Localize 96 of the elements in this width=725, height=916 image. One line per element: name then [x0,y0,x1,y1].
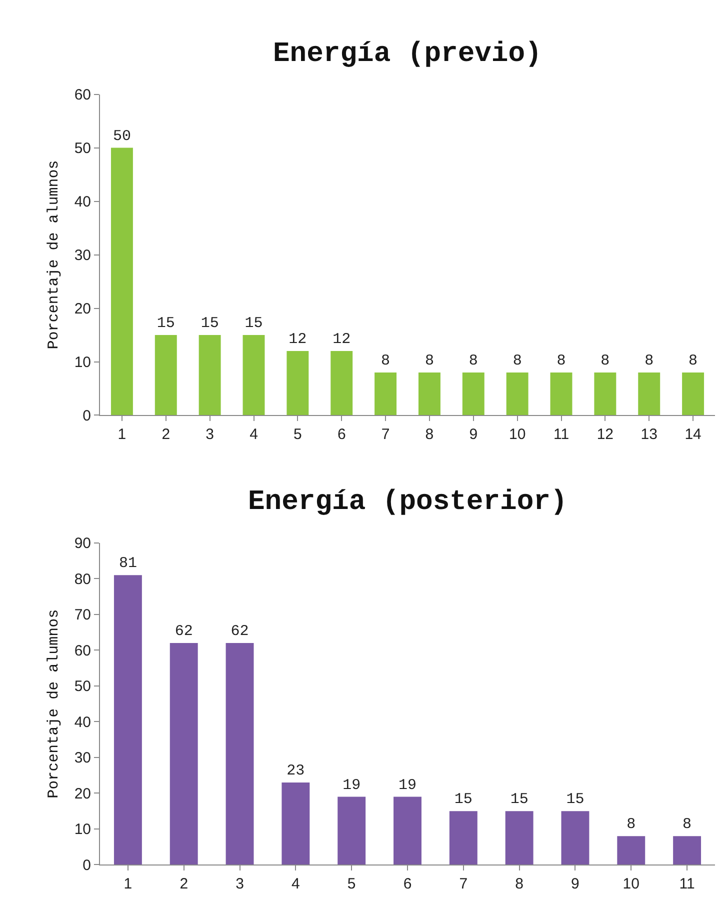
x-tick-label: 2 [180,876,188,893]
y-tick-label: 0 [82,407,91,424]
bar [418,372,440,416]
chart-title: Energía (previo) [273,39,542,70]
data-label: 62 [230,623,249,640]
y-tick-label: 40 [74,194,91,211]
bar [550,372,572,416]
data-label: 8 [556,352,566,370]
bar [462,372,484,416]
data-label: 15 [244,315,263,332]
x-tick-label: 11 [679,876,695,893]
bar [617,836,646,865]
bar [154,335,177,416]
bar [198,335,221,416]
x-tick-label: 5 [347,876,356,893]
bar [282,782,310,865]
bar [673,836,702,865]
x-tick-label: 1 [118,426,126,444]
data-label: 8 [626,816,636,834]
data-label: 19 [398,776,417,794]
data-label: 8 [424,352,434,370]
x-tick-label: 4 [250,426,258,444]
data-label: 15 [510,791,528,808]
y-tick-label: 50 [74,678,91,696]
y-tick-label: 0 [82,856,91,874]
data-label: 15 [454,791,472,808]
bar [330,351,353,416]
data-label: 8 [512,352,522,370]
x-tick-label: 8 [515,876,524,893]
bar [561,811,590,865]
x-tick-label: 7 [381,426,390,444]
x-tick-label: 13 [640,426,658,444]
y-tick-label: 10 [74,821,91,838]
x-tick-label: 14 [684,426,702,444]
x-tick-label: 2 [162,426,170,444]
x-tick-label: 11 [553,426,570,444]
bar [505,811,534,865]
x-tick-label: 9 [469,426,478,444]
y-axis-title: Porcentaje de alumnos [46,160,63,350]
data-label: 8 [688,352,698,370]
x-tick-label: 12 [596,426,614,444]
y-tick-label: 50 [74,140,91,158]
data-label: 12 [332,331,351,348]
y-tick-label: 80 [74,570,91,588]
x-tick-label: 6 [337,426,346,444]
data-label: 23 [286,762,305,780]
y-axis-title: Porcentaje de alumnos [46,609,63,798]
data-label: 8 [644,352,654,370]
x-tick-label: 6 [403,876,412,893]
bar [286,351,309,416]
x-tick-label: 1 [124,876,132,893]
bar [338,796,366,865]
y-tick-label: 10 [74,354,91,372]
data-label: 8 [468,352,478,370]
data-label: 81 [118,555,137,572]
x-tick-label: 9 [571,876,580,893]
bar [682,372,704,416]
bar [226,643,254,865]
bar [170,643,198,865]
bar [594,372,616,416]
data-label: 50 [112,128,131,145]
bar [394,796,422,865]
bar [638,372,660,416]
data-label: 8 [600,352,610,370]
data-label: 19 [342,776,361,794]
bar [506,372,528,416]
bar [374,372,397,416]
chart-title: Energía (posterior) [248,487,568,518]
y-tick-label: 60 [74,86,91,104]
x-tick-label: 10 [622,876,640,893]
y-tick-label: 40 [74,714,91,731]
data-label: 12 [288,331,307,348]
x-tick-label: 3 [206,426,214,444]
x-tick-label: 8 [425,426,434,444]
data-label: 8 [381,352,390,370]
bar [110,148,133,416]
bar [449,811,478,865]
data-label: 15 [156,315,175,332]
bar [242,335,265,416]
data-label: 62 [174,623,193,640]
x-tick-label: 7 [459,876,468,893]
bar [114,575,142,865]
x-tick-label: 10 [508,426,526,444]
data-label: 15 [566,791,584,808]
y-tick-label: 70 [74,606,91,624]
x-tick-label: 5 [294,426,302,444]
y-tick-label: 20 [74,785,91,802]
y-tick-label: 30 [74,247,91,264]
y-tick-label: 60 [74,642,91,660]
x-tick-label: 4 [292,876,300,893]
data-label: 8 [682,816,692,834]
x-tick-label: 3 [236,876,244,893]
data-label: 15 [200,315,219,332]
y-tick-label: 30 [74,750,91,767]
y-tick-label: 20 [74,300,91,318]
y-tick-label: 90 [74,535,91,552]
